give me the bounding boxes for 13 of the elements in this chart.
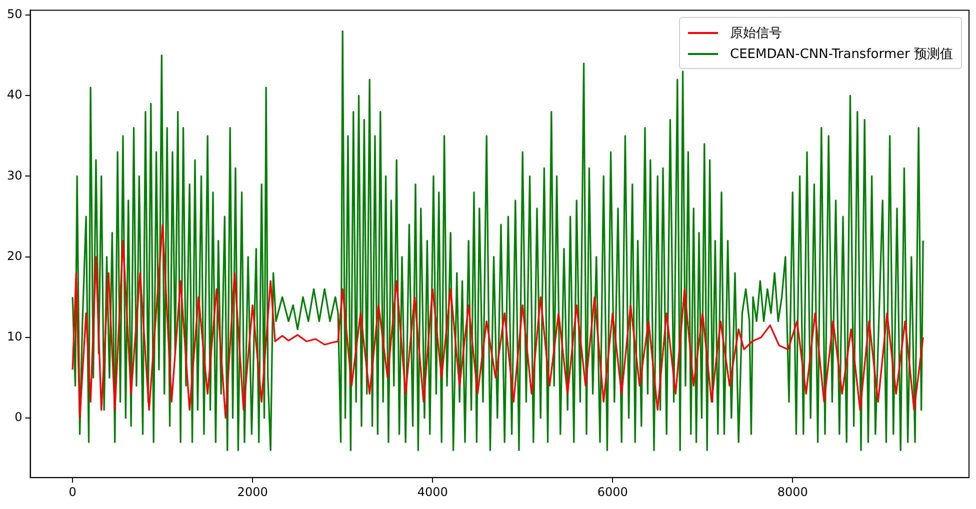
legend-label: 原始信号 (730, 24, 782, 42)
y-tick-label: 30 (6, 168, 22, 182)
y-tick-label: 10 (6, 330, 22, 344)
x-tick-label: 8000 (777, 484, 808, 499)
y-tick-label: 50 (6, 7, 22, 22)
legend-label: CEEMDAN-CNN-Transformer 预测值 (730, 46, 953, 62)
x-tick-label: 2000 (237, 484, 268, 499)
y-tick-label: 20 (6, 248, 22, 263)
x-tick-label: 0 (68, 484, 76, 499)
y-tick-label: 0 (14, 410, 22, 424)
x-tick-label: 6000 (597, 484, 628, 499)
y-tick-label: 40 (6, 88, 22, 102)
x-tick-label: 4000 (417, 484, 448, 499)
